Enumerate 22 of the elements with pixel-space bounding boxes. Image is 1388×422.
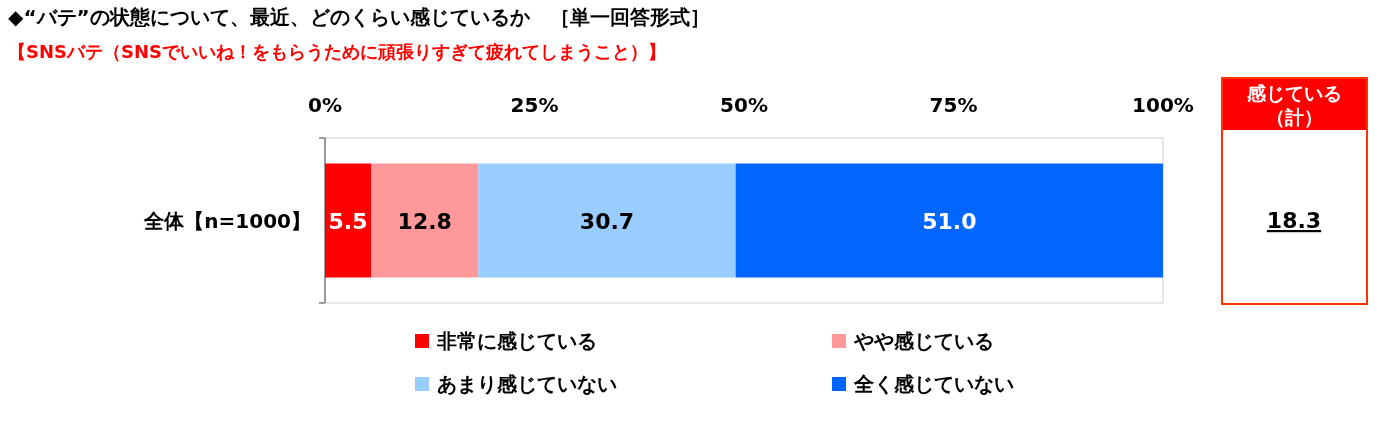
chart-subtitle: 【SNSバテ（SNSでいいね！をもらうために頑張りすぎて疲れてしまうこと）】 bbox=[8, 41, 666, 62]
text: 感じている（計） bbox=[1245, 82, 1342, 128]
chart-title: ◆“バテ”の状態について、最近、どのくらい感じているか ［単一回答形式］ bbox=[8, 5, 710, 29]
x-tick-label: 75% bbox=[929, 93, 978, 117]
y-tick-label: 全体【n=1000】 bbox=[143, 208, 311, 233]
data-label: 18.3 bbox=[1266, 208, 1322, 233]
legend-label: 全く感じていない bbox=[853, 372, 1014, 396]
legend-label: 非常に感じている bbox=[436, 329, 597, 353]
legend-label: やや感じている bbox=[853, 329, 994, 353]
x-tick-label: 100% bbox=[1132, 93, 1194, 117]
data-label: 51.0 bbox=[922, 208, 977, 234]
data-label: 5.5 bbox=[328, 208, 368, 234]
x-tick-label: 0% bbox=[308, 93, 342, 117]
data-label: 12.8 bbox=[397, 208, 452, 234]
legend-label: あまり感じていない bbox=[437, 372, 617, 396]
data-label: 30.7 bbox=[579, 208, 635, 234]
bar bbox=[478, 163, 736, 278]
x-tick-label: 25% bbox=[510, 93, 559, 117]
x-tick-label: 50% bbox=[720, 93, 768, 117]
bar bbox=[325, 163, 372, 278]
bar bbox=[371, 163, 479, 278]
bar bbox=[735, 163, 1163, 278]
